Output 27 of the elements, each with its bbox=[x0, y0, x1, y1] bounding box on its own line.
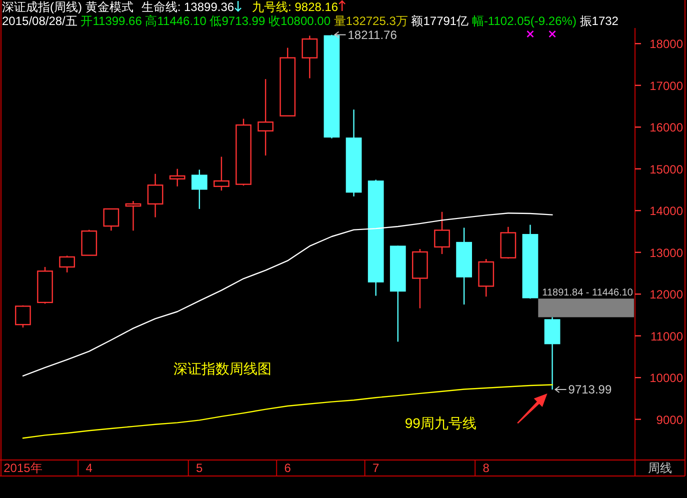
annotation: 深证指数周线图 bbox=[173, 360, 272, 377]
legend-item: 九号线: 9828.16 bbox=[252, 0, 346, 14]
y-tick-label: 9000 bbox=[656, 412, 684, 427]
header: 深证成指(周线) 黄金模式 生命线: 13899.36 九号线: 9828.16 2015/08/28/五 开11399.66 高11446.10 低9713.99 收10800.00 量132725.3万 额17791亿 幅-1102.05(-9.26%) 振1732 bbox=[2, 0, 618, 28]
y-tick-label: 13000 bbox=[650, 246, 684, 260]
x-tick-label: 5 bbox=[196, 461, 204, 475]
y-tick-label: 17000 bbox=[650, 78, 684, 93]
y-tick-label: 14000 bbox=[650, 204, 684, 218]
annotation: 99周九号线 bbox=[404, 414, 476, 431]
y-tick-label: 16000 bbox=[650, 120, 684, 135]
x-axis-title: 周线 bbox=[648, 461, 672, 475]
y-tick-label: 10000 bbox=[650, 371, 684, 386]
x-tick-label: 6 bbox=[284, 461, 292, 475]
y-tick-label: 12000 bbox=[650, 288, 684, 302]
legend-item: 生命线: 13899.36 bbox=[141, 0, 242, 14]
annotation: 18211.76 bbox=[334, 28, 397, 42]
x-tick-label: 4 bbox=[86, 461, 93, 475]
chart-title: 深证成指(周线) 黄金模式 bbox=[2, 0, 134, 14]
y-tick-label: 15000 bbox=[650, 162, 684, 176]
y-tick-label: 18000 bbox=[650, 37, 684, 52]
y-tick-label: 11000 bbox=[650, 329, 684, 344]
x-tick-label: 7 bbox=[372, 461, 380, 475]
x-tick-label: 8 bbox=[482, 461, 490, 475]
annotation: 9713.99 bbox=[554, 382, 612, 397]
annotation: 11891.84 - 11446.10 bbox=[542, 288, 634, 299]
annotation: 18211.76 bbox=[348, 28, 398, 42]
x-tick-label: 2015年 bbox=[4, 461, 42, 475]
